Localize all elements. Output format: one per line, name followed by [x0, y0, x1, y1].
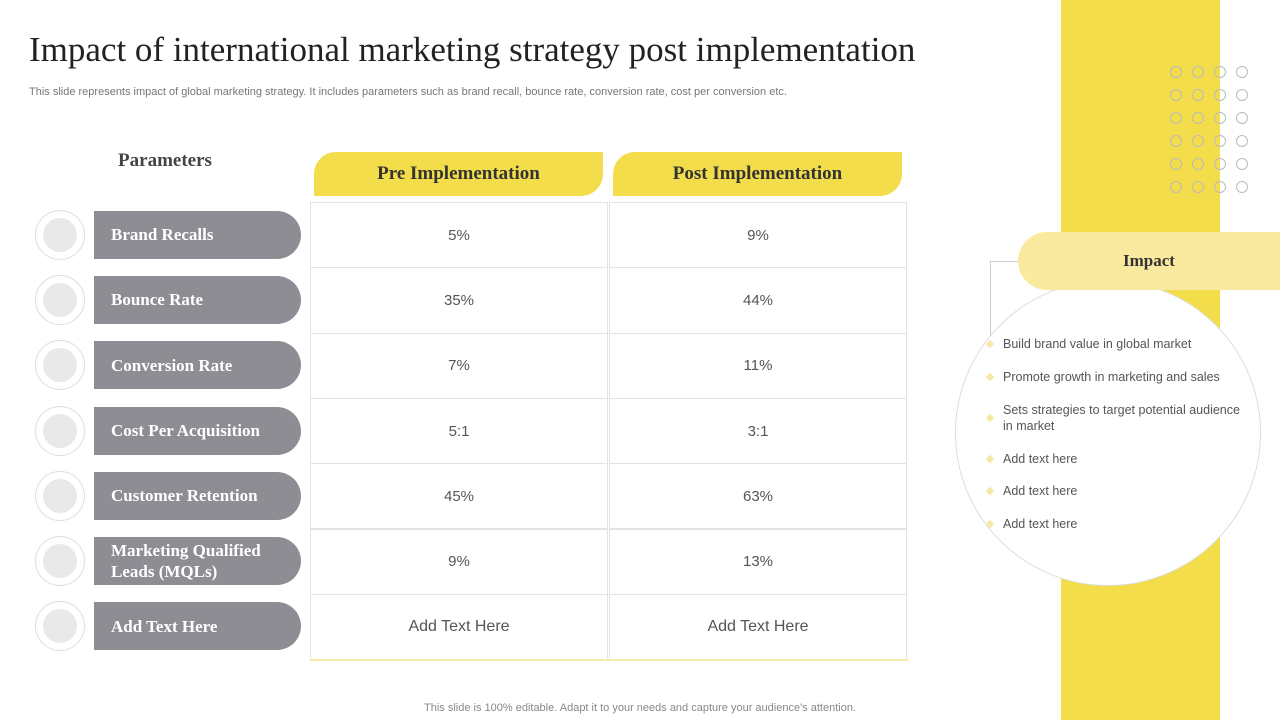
decor-dot	[1192, 181, 1204, 193]
parameter-label: Customer Retention	[94, 471, 301, 520]
parameter-icon	[35, 536, 85, 587]
decor-dot	[1214, 158, 1226, 170]
title: Impact of international marketing strate…	[29, 30, 916, 69]
impact-item: Add text here	[1003, 484, 1078, 498]
decor-dot	[1170, 66, 1182, 78]
table-cell: 3:1	[609, 397, 907, 465]
decor-dot	[1214, 112, 1226, 124]
impact-circle	[955, 280, 1261, 586]
icon-fill	[43, 217, 77, 252]
impact-item: Build brand value in global market	[1003, 337, 1192, 351]
footer: This slide is 100% editable. Adapt it to…	[424, 702, 856, 714]
connector	[990, 261, 1018, 262]
decor-dot	[1214, 66, 1226, 78]
column-header: Pre Implementation	[314, 152, 603, 196]
parameter-label: Brand Recalls	[94, 210, 301, 259]
impact-item: Add text here	[1003, 517, 1078, 531]
decor-dot	[1236, 181, 1248, 193]
icon-fill	[43, 282, 77, 317]
decor-dot	[1236, 158, 1248, 170]
parameter-icon	[35, 470, 85, 521]
decor-dot	[1214, 135, 1226, 147]
parameter-label: Cost Per Acquisition	[94, 406, 301, 455]
table-bottom-line	[310, 659, 908, 662]
impact-title: Impact	[1018, 232, 1280, 290]
decor-dot	[1170, 135, 1182, 147]
table-cell: 7%	[310, 332, 608, 399]
parameter-icon	[35, 274, 85, 325]
decor-dot	[1170, 89, 1182, 101]
decor-dot	[1170, 112, 1182, 124]
subtitle: This slide represents impact of global m…	[29, 86, 787, 98]
decor-dot	[1236, 89, 1248, 101]
table-cell: 11%	[609, 332, 907, 399]
table-cell: 35%	[310, 267, 608, 334]
table-cell: Add Text Here	[609, 593, 907, 661]
table-cell: 9%	[310, 528, 608, 595]
icon-fill	[43, 609, 77, 644]
decor-dot	[1170, 181, 1182, 193]
parameter-icon	[35, 405, 85, 456]
icon-fill	[43, 478, 77, 513]
decor-dot	[1192, 158, 1204, 170]
parameter-icon	[35, 601, 85, 652]
parameter-label: Add Text Here	[94, 602, 301, 651]
table-cell: 63%	[609, 463, 907, 530]
decor-dot	[1214, 89, 1226, 101]
parameter-icon	[35, 209, 85, 260]
parameter-label: Conversion Rate	[94, 341, 301, 390]
decor-dot	[1192, 112, 1204, 124]
table-cell: 44%	[609, 267, 907, 334]
parameter-label: Marketing Qualified Leads (MQLs)	[94, 537, 301, 586]
parameter-label: Bounce Rate	[94, 275, 301, 324]
icon-fill	[43, 348, 77, 383]
icon-fill	[43, 413, 77, 448]
parameter-icon	[35, 340, 85, 391]
icon-fill	[43, 544, 77, 579]
decor-dot	[1236, 135, 1248, 147]
table-cell: Add Text Here	[310, 593, 608, 661]
table-cell: 45%	[310, 463, 608, 530]
decor-dot	[1170, 158, 1182, 170]
table-cell: 9%	[609, 202, 907, 269]
decor-dot	[1236, 112, 1248, 124]
column-header: Post Implementation	[613, 152, 902, 196]
impact-item: Add text here	[1003, 452, 1078, 466]
parameters-header: Parameters	[118, 150, 212, 171]
impact-item: Sets strategies to target potential audi…	[1003, 403, 1240, 433]
table-cell: 13%	[609, 528, 907, 595]
decor-dot	[1214, 181, 1226, 193]
impact-item: Promote growth in marketing and sales	[1003, 370, 1220, 384]
decor-dot	[1192, 135, 1204, 147]
table-cell: 5%	[310, 202, 608, 269]
decor-dot	[1192, 89, 1204, 101]
table-cell: 5:1	[310, 397, 608, 465]
decor-dot	[1236, 66, 1248, 78]
decor-dot	[1192, 66, 1204, 78]
